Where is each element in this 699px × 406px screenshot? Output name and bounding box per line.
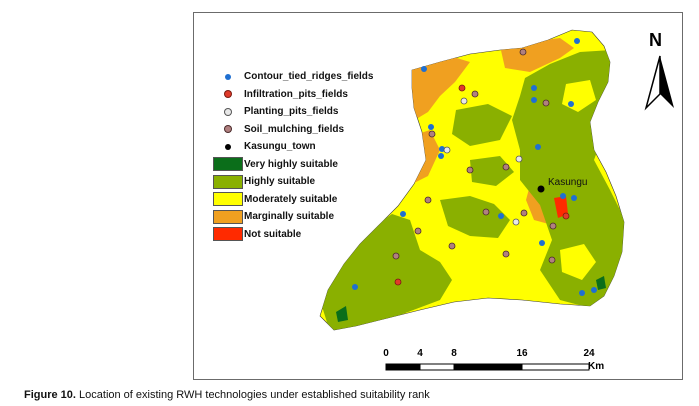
highly-zone-center [440,196,510,238]
contour-dot-icon [225,73,231,80]
contour-point [535,144,541,150]
planting-point [515,155,523,163]
infiltration-point [458,84,466,92]
mulching-point [471,90,479,98]
contour-point [531,85,537,91]
contour-point [574,38,580,44]
planting-point [460,97,468,105]
scale-tick-4: 4 [417,348,423,359]
kasungu-town-label: Kasungu [548,177,588,188]
caption-label: Figure 10. [24,389,76,401]
north-arrow-icon [644,55,674,111]
mulching-dot-icon [225,126,231,133]
mulching-point [428,130,436,138]
legend-label: Moderately suitable [244,193,338,205]
mulching-point [519,48,527,56]
kasungu-town-point [537,185,545,193]
legend-item-highly: Highly suitable [213,173,363,191]
mulching-point [548,256,556,264]
scale-tick-0: 0 [383,348,389,359]
legend-label: Contour_tied_ridges_fields [244,71,374,83]
scale-tick-24: 24 [583,348,595,359]
legend-item-moderately: Moderately suitable [213,191,363,209]
legend-item-kasungu-town: Kasungu_town [213,138,363,156]
marginally-swatch [213,209,243,224]
legend-label: Not suitable [244,228,302,240]
legend-item-planting: Planting_pits_fields [213,103,363,121]
legend-item-mulching: Soil_mulching_fields [213,121,363,139]
contour-point [352,284,358,290]
infiltration-dot-icon [225,91,231,98]
scale-tick-16: 16 [516,348,528,359]
contour-point [568,101,574,107]
contour-point [579,290,585,296]
mulching-point [448,242,456,250]
contour-point [400,211,406,217]
highly-zone-southwest [320,214,452,330]
scale-bar: 0 4 8 16 24 [380,348,620,378]
mulching-point [414,227,422,235]
caption-text: Location of existing RWH technologies un… [79,389,430,401]
scale-unit: Km [588,361,605,372]
contour-point [560,193,566,199]
map-legend: Contour_tied_ridges_fields Infiltration_… [213,68,373,244]
planting-point [512,218,520,226]
scale-tick-8: 8 [451,348,457,359]
moderate-pocket-south [560,244,596,280]
mulching-point [466,166,474,174]
legend-label: Highly suitable [244,176,316,188]
north-letter: N [649,30,662,50]
legend-label: Planting_pits_fields [244,106,339,118]
very-high-zone-1 [336,306,348,322]
mulching-point [392,252,400,260]
mulching-point [502,250,510,258]
figure-caption: Figure 10. Location of existing RWH tech… [24,389,430,401]
highly-zone-central-north [452,104,512,146]
legend-item-marginally: Marginally suitable [213,208,363,226]
mulching-point [542,99,550,107]
town-dot-icon [225,143,231,150]
contour-point [428,124,434,130]
contour-point [439,146,445,152]
legend-label: Very highly suitable [244,158,338,170]
contour-point [531,97,537,103]
highly-zone-mid [470,156,514,186]
very-high-zone-2 [596,276,606,290]
contour-point [498,213,504,219]
infiltration-point [394,278,402,286]
mulching-point [520,209,528,217]
legend-item-very-highly: Very highly suitable [213,156,363,174]
legend-label: Infiltration_pits_fields [244,88,348,100]
very-highly-swatch [213,157,243,172]
planting-dot-icon [225,108,231,115]
not-suitable-zone [554,196,568,218]
highly-swatch [213,174,243,189]
legend-label: Kasungu_town [244,141,316,153]
contour-point [421,66,427,72]
legend-item-not-suitable: Not suitable [213,226,363,244]
contour-point [591,287,597,293]
mulching-point [482,208,490,216]
mulching-point [549,222,557,230]
contour-point [571,195,577,201]
marginal-zone-north [405,56,470,118]
contour-point [438,153,444,159]
not-suitable-swatch [213,227,243,242]
field-points [352,38,597,296]
scale-bar-graphic [385,363,590,371]
legend-label: Soil_mulching_fields [244,123,345,135]
legend-label: Marginally suitable [244,211,335,223]
mulching-point [502,163,510,171]
infiltration-point [562,212,570,220]
legend-item-infiltration: Infiltration_pits_fields [213,86,363,104]
moderately-swatch [213,192,243,207]
contour-point [539,240,545,246]
planting-point [443,146,451,154]
mulching-point [424,196,432,204]
legend-item-contour: Contour_tied_ridges_fields [213,68,373,86]
